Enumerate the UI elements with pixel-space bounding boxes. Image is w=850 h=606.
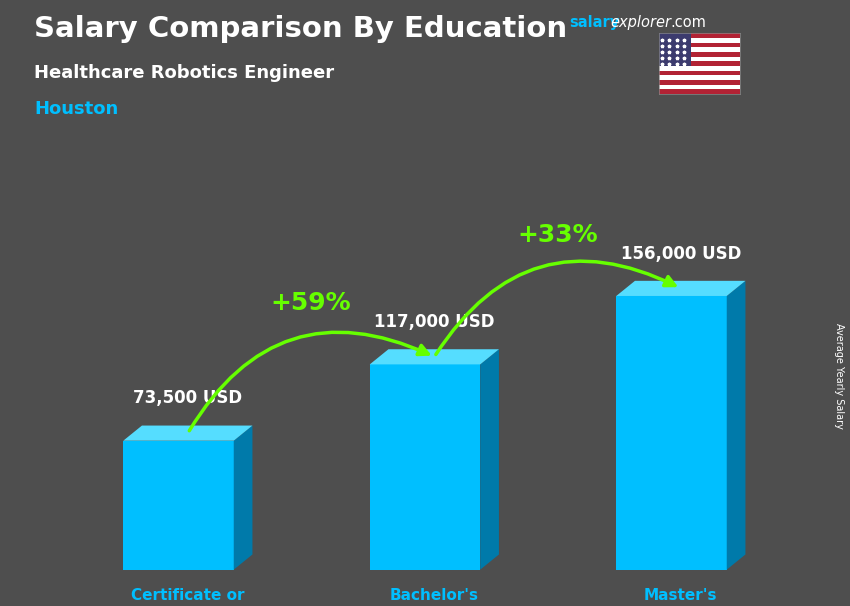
Bar [659, 80, 740, 85]
Polygon shape [123, 425, 252, 441]
Text: Master's
Degree: Master's Degree [644, 588, 717, 606]
Text: explorer: explorer [610, 15, 672, 30]
Polygon shape [727, 281, 745, 570]
Bar [659, 85, 740, 89]
Polygon shape [370, 349, 499, 364]
Bar [659, 47, 740, 52]
Polygon shape [370, 364, 480, 570]
Text: +33%: +33% [518, 222, 598, 247]
Text: +59%: +59% [271, 291, 351, 315]
Polygon shape [123, 441, 234, 570]
Polygon shape [616, 281, 745, 296]
Text: Bachelor's
Degree: Bachelor's Degree [390, 588, 479, 606]
Bar [659, 61, 740, 66]
Bar [659, 38, 740, 42]
Text: 73,500 USD: 73,500 USD [133, 390, 242, 407]
Bar [659, 42, 740, 47]
Text: Average Yearly Salary: Average Yearly Salary [834, 323, 844, 428]
Bar [659, 52, 740, 56]
Text: 117,000 USD: 117,000 USD [374, 313, 495, 331]
Bar [659, 33, 740, 38]
Text: Houston: Houston [34, 100, 118, 118]
Bar [659, 33, 691, 66]
Bar [659, 66, 740, 71]
Bar [659, 56, 740, 61]
Polygon shape [480, 349, 499, 570]
Text: 156,000 USD: 156,000 USD [620, 245, 741, 262]
Text: salary: salary [570, 15, 620, 30]
Polygon shape [234, 425, 252, 570]
Bar [659, 75, 740, 80]
Bar [659, 71, 740, 75]
Text: Healthcare Robotics Engineer: Healthcare Robotics Engineer [34, 64, 334, 82]
Polygon shape [616, 296, 727, 570]
Text: .com: .com [671, 15, 706, 30]
Text: Certificate or
Diploma: Certificate or Diploma [131, 588, 245, 606]
Bar [659, 89, 740, 94]
Text: Salary Comparison By Education: Salary Comparison By Education [34, 15, 567, 43]
